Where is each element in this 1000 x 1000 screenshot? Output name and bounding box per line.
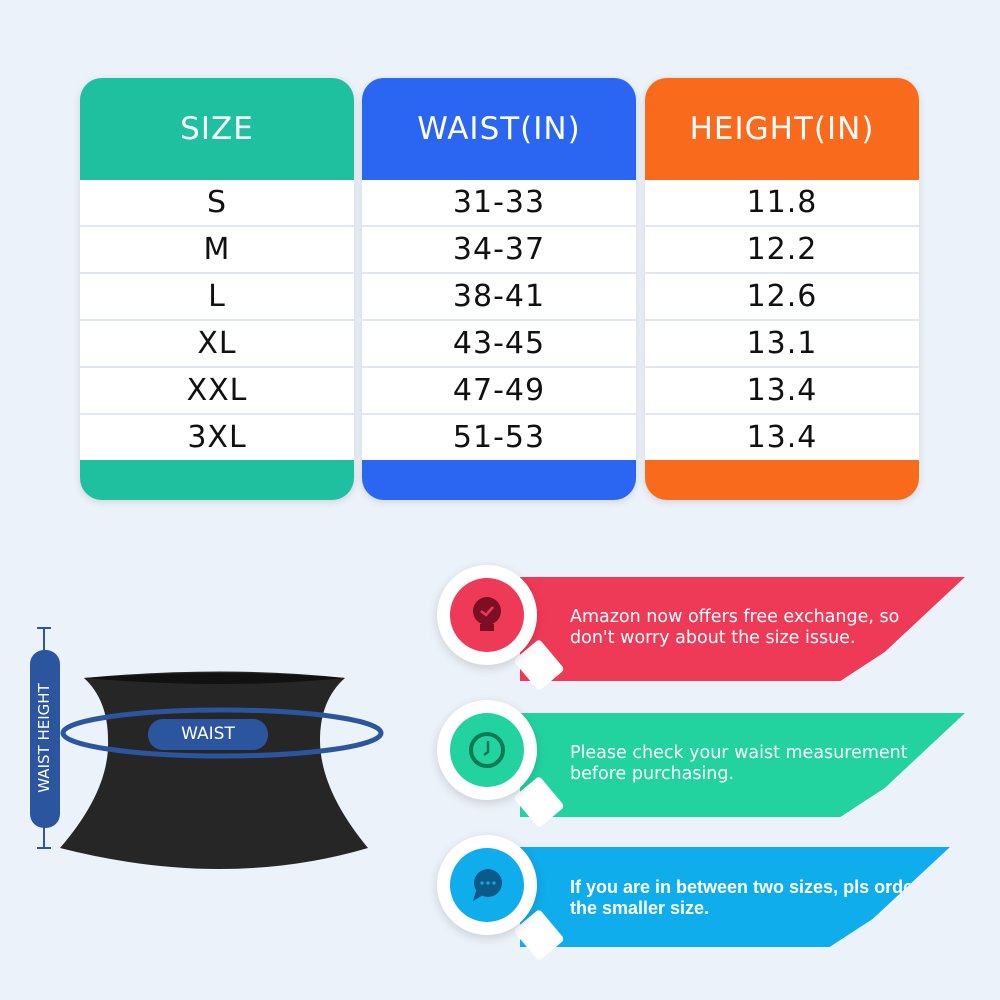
table-cell: L bbox=[80, 274, 354, 319]
table-cell: 34-37 bbox=[362, 227, 636, 272]
waist-trainer-image bbox=[60, 671, 368, 869]
table-cell: 12.6 bbox=[645, 274, 919, 319]
size-column: SIZE S M L XL XXL 3XL bbox=[80, 78, 354, 500]
table-cell: 11.8 bbox=[645, 180, 919, 225]
height-measure-bar bbox=[30, 627, 60, 849]
table-cell: 13.1 bbox=[645, 321, 919, 366]
table-cell: S bbox=[80, 180, 354, 225]
table-cell: 12.2 bbox=[645, 227, 919, 272]
table-cell: 47-49 bbox=[362, 368, 636, 413]
waist-label: WAIST bbox=[181, 724, 235, 744]
table-cell: 13.4 bbox=[645, 368, 919, 413]
tip-text: If you are in between two sizes, pls ord… bbox=[570, 877, 921, 918]
lightbulb-check-icon bbox=[450, 578, 524, 652]
table-cell: XXL bbox=[80, 368, 354, 413]
waist-trainer-diagram bbox=[30, 627, 384, 869]
height-column: HEIGHT(IN) 11.8 12.2 12.6 13.1 13.4 13.4 bbox=[645, 78, 919, 500]
table-cell: 3XL bbox=[80, 415, 354, 460]
size-header: SIZE bbox=[180, 111, 254, 147]
tip-text: Amazon now offers free exchange, so don'… bbox=[570, 607, 900, 648]
table-cell: M bbox=[80, 227, 354, 272]
clock-icon bbox=[450, 713, 524, 787]
tip-text: Please check your waist measurement befo… bbox=[570, 743, 908, 784]
waist-ellipse bbox=[60, 707, 384, 759]
table-cell: XL bbox=[80, 321, 354, 366]
table-cell: 31-33 bbox=[362, 180, 636, 225]
waist-column: WAIST(IN) 31-33 34-37 38-41 43-45 47-49 … bbox=[362, 78, 636, 500]
waist-header: WAIST(IN) bbox=[417, 111, 581, 147]
chat-bubble-icon bbox=[450, 848, 524, 922]
table-cell: 38-41 bbox=[362, 274, 636, 319]
table-cell: 13.4 bbox=[645, 415, 919, 460]
table-cell: 43-45 bbox=[362, 321, 636, 366]
table-cell: 51-53 bbox=[362, 415, 636, 460]
height-header: HEIGHT(IN) bbox=[689, 111, 875, 147]
waist-height-label: WAIST HEIGHT bbox=[35, 683, 53, 793]
